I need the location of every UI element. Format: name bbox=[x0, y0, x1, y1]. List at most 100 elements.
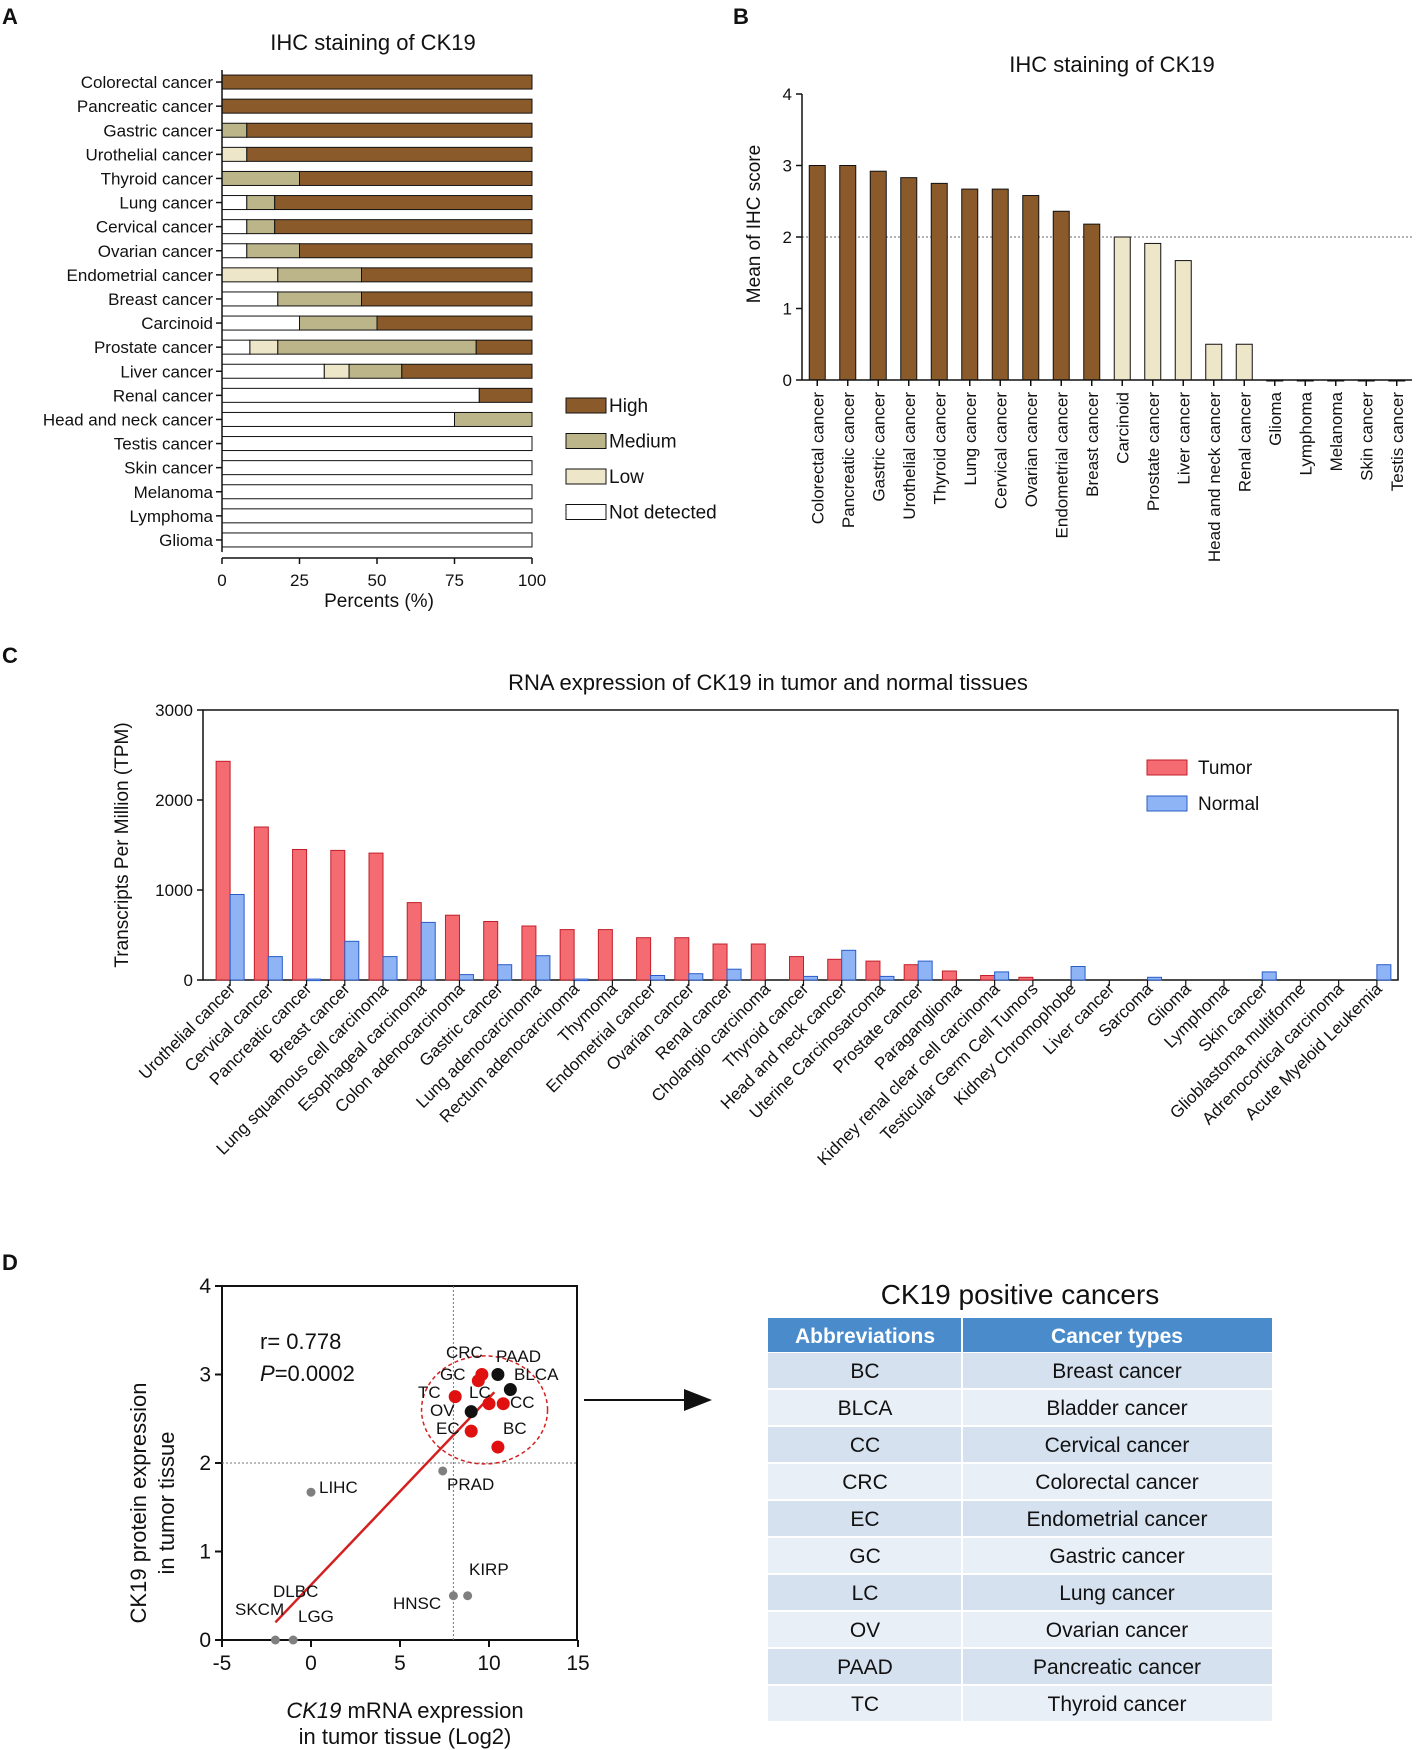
bar-carcinoid bbox=[1113, 236, 1131, 381]
legend-label-normal: Normal bbox=[1198, 794, 1259, 815]
ylabel-breast-cancer: Breast cancer bbox=[108, 290, 213, 309]
point-11 bbox=[306, 1487, 316, 1497]
bar-endometrial-cancer-high bbox=[361, 267, 533, 283]
point-label-ec: EC bbox=[436, 1419, 460, 1438]
bar-endometrial-cancer-medium bbox=[277, 267, 362, 283]
bar-melanoma-not-detected bbox=[221, 484, 533, 500]
bar-ovarian-cancer-tumor bbox=[674, 937, 690, 981]
bar-urothelial-cancer bbox=[900, 177, 918, 381]
table-cell-bg bbox=[963, 1427, 1272, 1462]
point-label-crc: CRC bbox=[446, 1343, 483, 1362]
table-type-paad: Pancreatic cancer bbox=[1033, 1656, 1201, 1679]
table-abbr-ov: OV bbox=[850, 1619, 880, 1642]
bar-prostate-cancer-not-detected bbox=[221, 339, 251, 355]
bar-cholangio-carcinoma-tumor bbox=[750, 943, 766, 981]
xlabel-lymphoma: Lymphoma bbox=[1296, 391, 1315, 475]
bar-renal-cancer-normal bbox=[726, 968, 742, 981]
bar-liver-cancer-medium bbox=[348, 363, 403, 379]
ytick-4: 4 bbox=[199, 1275, 211, 1298]
bar-breast-cancer-not-detected bbox=[221, 291, 279, 307]
bar-paraganglioma-tumor bbox=[941, 970, 957, 981]
table-cell-bg bbox=[768, 1353, 961, 1388]
table-cell-bg bbox=[768, 1575, 961, 1610]
xlabel-breast-cancer: Breast cancer bbox=[1083, 392, 1102, 497]
table-cell-bg bbox=[768, 1427, 961, 1462]
chart-a-xlabel: Percents (%) bbox=[324, 591, 434, 612]
positive-cluster-ellipse bbox=[420, 1355, 549, 1465]
table-type-bc: Breast cancer bbox=[1052, 1360, 1182, 1383]
bar-thyroid-cancer bbox=[930, 182, 948, 381]
legend-label-medium: Medium bbox=[609, 432, 677, 453]
bar-urothelial-cancer-normal bbox=[229, 894, 245, 981]
bar-gastric-cancer-high bbox=[246, 122, 533, 138]
bar-lung-cancer-medium bbox=[246, 195, 276, 211]
xtick-0: 0 bbox=[305, 1652, 317, 1675]
legend-label-high: High bbox=[609, 396, 648, 417]
table-cell-bg bbox=[768, 1538, 961, 1573]
bar-carcinoid-high bbox=[376, 315, 533, 331]
bar-head-and-neck-cancer-not-detected bbox=[221, 411, 455, 427]
bar-colorectal-cancer-high bbox=[221, 74, 533, 90]
point-label-kirp: KIRP bbox=[469, 1560, 509, 1579]
ytick-0: 0 bbox=[783, 371, 792, 390]
chart-a-title: IHC staining of CK19 bbox=[270, 30, 475, 55]
ylabel-pancreatic-cancer: Pancreatic cancer bbox=[77, 97, 213, 116]
bar-cervical-cancer bbox=[991, 188, 1009, 381]
bar-carcinoid-medium bbox=[299, 315, 378, 331]
chart-d-p-number: =0.0002 bbox=[275, 1361, 355, 1386]
point-label-blca: BLCA bbox=[514, 1365, 559, 1384]
table-abbr-bc: BC bbox=[850, 1360, 879, 1383]
xtick-5: 5 bbox=[394, 1652, 406, 1675]
bar-rectum-adenocarcinoma-tumor bbox=[559, 929, 575, 981]
xtick-10: 10 bbox=[477, 1652, 500, 1675]
bar-cervical-cancer-normal bbox=[267, 956, 283, 981]
xlabel-ovarian-cancer: Ovarian cancer bbox=[1022, 392, 1041, 508]
ylabel-testis-cancer: Testis cancer bbox=[114, 435, 214, 454]
bar-breast-cancer-normal bbox=[344, 940, 360, 981]
chart-d-ylabel-2: in tumor tissue bbox=[154, 1431, 179, 1574]
bar-prostate-cancer-tumor bbox=[903, 964, 919, 981]
point-2 bbox=[471, 1374, 485, 1388]
table-abbr-blca: BLCA bbox=[838, 1397, 893, 1420]
bar-cervical-cancer-not-detected bbox=[221, 219, 248, 235]
table-abbr-ec: EC bbox=[850, 1508, 879, 1531]
bar-urothelial-cancer-tumor bbox=[215, 760, 231, 981]
bar-ovarian-cancer-normal bbox=[688, 973, 704, 981]
point-10 bbox=[438, 1466, 448, 1476]
xtick-5: -5 bbox=[213, 1652, 232, 1675]
bar-lung-squamous-cell-carcinoma-normal bbox=[382, 956, 398, 981]
table-cell-bg bbox=[768, 1464, 961, 1499]
bar-lymphoma-not-detected bbox=[221, 508, 533, 524]
point-1 bbox=[491, 1368, 505, 1381]
bar-endometrial-cancer-tumor bbox=[636, 937, 652, 981]
panel-letter-a: A bbox=[2, 4, 18, 29]
bar-liver-cancer-not-detected bbox=[221, 363, 325, 379]
bar-liver-cancer bbox=[1174, 260, 1192, 381]
bar-ovarian-cancer-medium bbox=[246, 243, 301, 259]
panel-letter-d: D bbox=[2, 1250, 18, 1275]
legend-label-not-detected: Not detected bbox=[609, 503, 717, 524]
chart-d-xlabel: CK19 mRNA expression bbox=[286, 1698, 523, 1723]
bar-ovarian-cancer-high bbox=[299, 243, 533, 259]
bar-thyroid-cancer-high bbox=[299, 170, 533, 186]
bar-prostate-cancer-high bbox=[475, 339, 533, 355]
xlabel-prostate-cancer: Prostate cancer bbox=[1144, 392, 1163, 511]
bar-prostate-cancer-low bbox=[249, 339, 279, 355]
ylabel-urothelial-cancer: Urothelial cancer bbox=[85, 145, 213, 164]
table-abbr-crc: CRC bbox=[842, 1471, 888, 1494]
bar-pancreatic-cancer-normal bbox=[306, 978, 322, 982]
ylabel-endometrial-cancer: Endometrial cancer bbox=[67, 266, 214, 285]
bar-gastric-cancer bbox=[869, 170, 887, 381]
bar-endometrial-cancer-low bbox=[221, 267, 279, 283]
table-header-row bbox=[768, 1318, 1272, 1352]
xlabel-colorectal-cancer: Colorectal cancer bbox=[808, 392, 827, 525]
ytick-4: 4 bbox=[783, 85, 792, 104]
point-label-bc: BC bbox=[503, 1419, 527, 1438]
bar-rectum-adenocarcinoma-normal bbox=[573, 978, 589, 982]
point-15 bbox=[288, 1635, 298, 1645]
table-type-ec: Endometrial cancer bbox=[1027, 1508, 1208, 1531]
ylabel-glioma: Glioma bbox=[159, 531, 213, 550]
ytick-3000: 3000 bbox=[155, 701, 193, 720]
bar-lung-cancer-not-detected bbox=[221, 195, 248, 211]
xlabel-testis-cancer: Testis cancer bbox=[1388, 392, 1407, 492]
